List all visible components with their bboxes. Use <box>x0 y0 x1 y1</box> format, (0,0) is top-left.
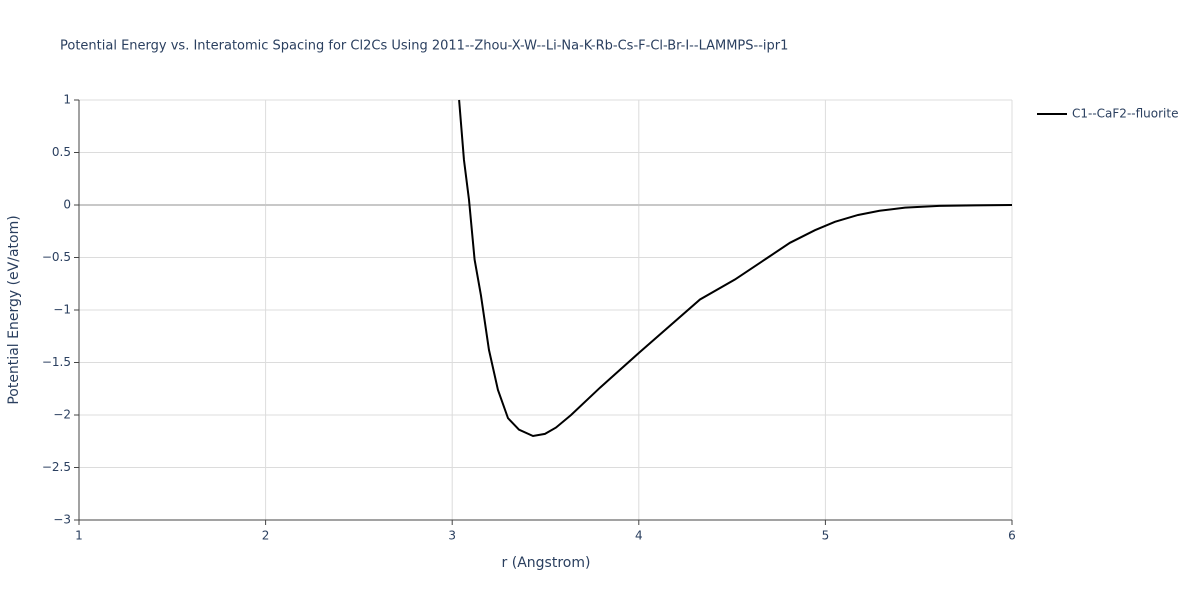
y-axis-title: Potential Energy (eV/atom) <box>6 215 22 404</box>
legend-label: C1--CaF2--fluorite <box>1072 107 1178 121</box>
chart-title: Potential Energy vs. Interatomic Spacing… <box>60 39 788 54</box>
y-tick-label: −2.5 <box>42 460 71 474</box>
y-tick-label: 0.5 <box>52 145 71 159</box>
x-tick-label: 3 <box>448 529 456 543</box>
y-tick-label: 1 <box>63 93 71 107</box>
y-tick-label: −1.5 <box>42 355 71 369</box>
y-tick-label: −2 <box>53 408 71 422</box>
x-tick-label: 5 <box>822 529 830 543</box>
y-tick-label: −3 <box>53 513 71 527</box>
line-series <box>458 99 1013 438</box>
x-tick-label: 6 <box>1008 529 1016 543</box>
x-tick-label: 4 <box>635 529 643 543</box>
x-axis-title: r (Angstrom) <box>502 555 591 571</box>
x-tick-label: 2 <box>262 529 270 543</box>
y-tick-label: −0.5 <box>42 250 71 264</box>
y-tick-label: 0 <box>63 198 71 212</box>
y-tick-label: −1 <box>53 303 71 317</box>
x-tick-label: 1 <box>75 529 83 543</box>
